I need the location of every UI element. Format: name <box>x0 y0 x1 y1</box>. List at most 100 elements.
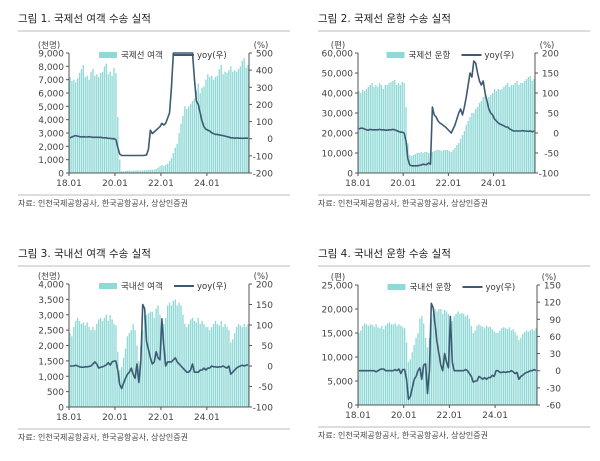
bar <box>503 87 505 173</box>
bar <box>145 170 148 173</box>
source-note: 자료: 인천국제공항공사, 한국공항공사, 상상인증권 <box>18 198 188 208</box>
right-tick-label: -100 <box>253 404 274 414</box>
legend: 국제선 여객 yoy(우) <box>99 50 227 61</box>
bar <box>182 115 184 173</box>
bar <box>476 325 478 405</box>
right-axis-unit: (%) <box>254 41 269 51</box>
bar <box>386 85 388 173</box>
bar <box>176 305 178 407</box>
bar <box>495 333 497 405</box>
bar <box>178 133 180 173</box>
bar <box>86 322 88 407</box>
bar <box>490 95 492 173</box>
bar <box>172 153 175 173</box>
right-tick-label: -200 <box>253 170 274 180</box>
bar <box>426 347 429 405</box>
x-tick-label: 22.01 <box>436 179 462 189</box>
right-tick-label: 0 <box>553 130 559 140</box>
bar <box>400 325 402 405</box>
bar <box>82 322 85 407</box>
bar <box>78 73 81 173</box>
bar <box>399 85 402 173</box>
bar <box>371 83 373 173</box>
bar <box>237 69 240 173</box>
bar <box>199 323 201 407</box>
bar <box>113 323 115 407</box>
left-tick-label: 4,000 <box>38 281 64 291</box>
bar <box>402 327 404 405</box>
bar <box>138 360 140 408</box>
bar <box>134 330 136 408</box>
bar <box>126 336 129 407</box>
source-note: 자료: 인천국제공항공사, 한국공항공사, 상상인증권 <box>318 198 488 208</box>
bar <box>518 85 520 173</box>
bar <box>143 314 146 407</box>
yoy-line <box>69 303 249 390</box>
bar <box>527 331 530 405</box>
bar <box>463 131 466 173</box>
bar <box>170 158 173 173</box>
bar <box>189 103 192 173</box>
bar <box>529 76 531 173</box>
bar <box>159 314 161 407</box>
bar <box>180 123 182 173</box>
left-tick-label: 3,000 <box>38 311 64 321</box>
bar <box>375 324 377 405</box>
bar <box>454 148 456 173</box>
bar <box>212 323 215 407</box>
bar <box>360 93 362 173</box>
left-tick-label: 1,000 <box>38 156 64 166</box>
x-tick-label: 24.01 <box>481 179 507 189</box>
bar <box>136 345 138 407</box>
bar <box>426 152 428 173</box>
bar <box>90 330 92 408</box>
bar <box>416 153 418 173</box>
right-tick-label: 0 <box>267 363 273 373</box>
left-axis-unit: (편) <box>331 272 345 283</box>
bar <box>186 327 188 407</box>
left-tick-label: 6,000 <box>38 90 64 100</box>
bar <box>514 332 516 405</box>
left-tick-label: 5,000 <box>38 103 64 113</box>
legend-bar-label: 국제선 여객 <box>121 50 163 61</box>
bar <box>487 327 490 405</box>
bar <box>82 65 85 173</box>
bar <box>523 332 526 405</box>
bar <box>155 308 157 407</box>
bar <box>465 125 467 173</box>
right-tick-label: -30 <box>546 384 561 394</box>
bar <box>140 345 142 407</box>
bar <box>128 170 130 173</box>
bar <box>501 328 503 405</box>
bar <box>401 82 403 173</box>
bar <box>142 330 144 408</box>
bar <box>176 143 178 173</box>
bar <box>512 85 515 173</box>
bar <box>390 82 392 173</box>
right-axis-unit: (%) <box>254 272 269 282</box>
bar <box>159 166 161 173</box>
x-tick-label: 20.01 <box>391 411 417 421</box>
x-tick-label: 18.01 <box>56 179 82 189</box>
bar <box>435 150 437 173</box>
bar <box>386 323 389 405</box>
bar <box>379 328 381 405</box>
bar <box>145 314 148 407</box>
right-tick-label: 90 <box>550 316 562 326</box>
bar <box>76 78 79 173</box>
right-tick-label: 150 <box>256 301 273 311</box>
right-tick-label: 120 <box>544 299 561 309</box>
bar <box>403 328 406 405</box>
bar <box>506 329 509 405</box>
bar <box>458 143 460 173</box>
left-tick-label: 50,000 <box>322 70 354 80</box>
bar <box>514 83 516 173</box>
bar <box>216 75 219 173</box>
bar <box>452 150 454 173</box>
bar <box>516 81 518 173</box>
bar <box>230 66 232 173</box>
left-tick-label: 0 <box>58 170 64 180</box>
bar <box>163 323 165 407</box>
bar <box>73 327 75 407</box>
